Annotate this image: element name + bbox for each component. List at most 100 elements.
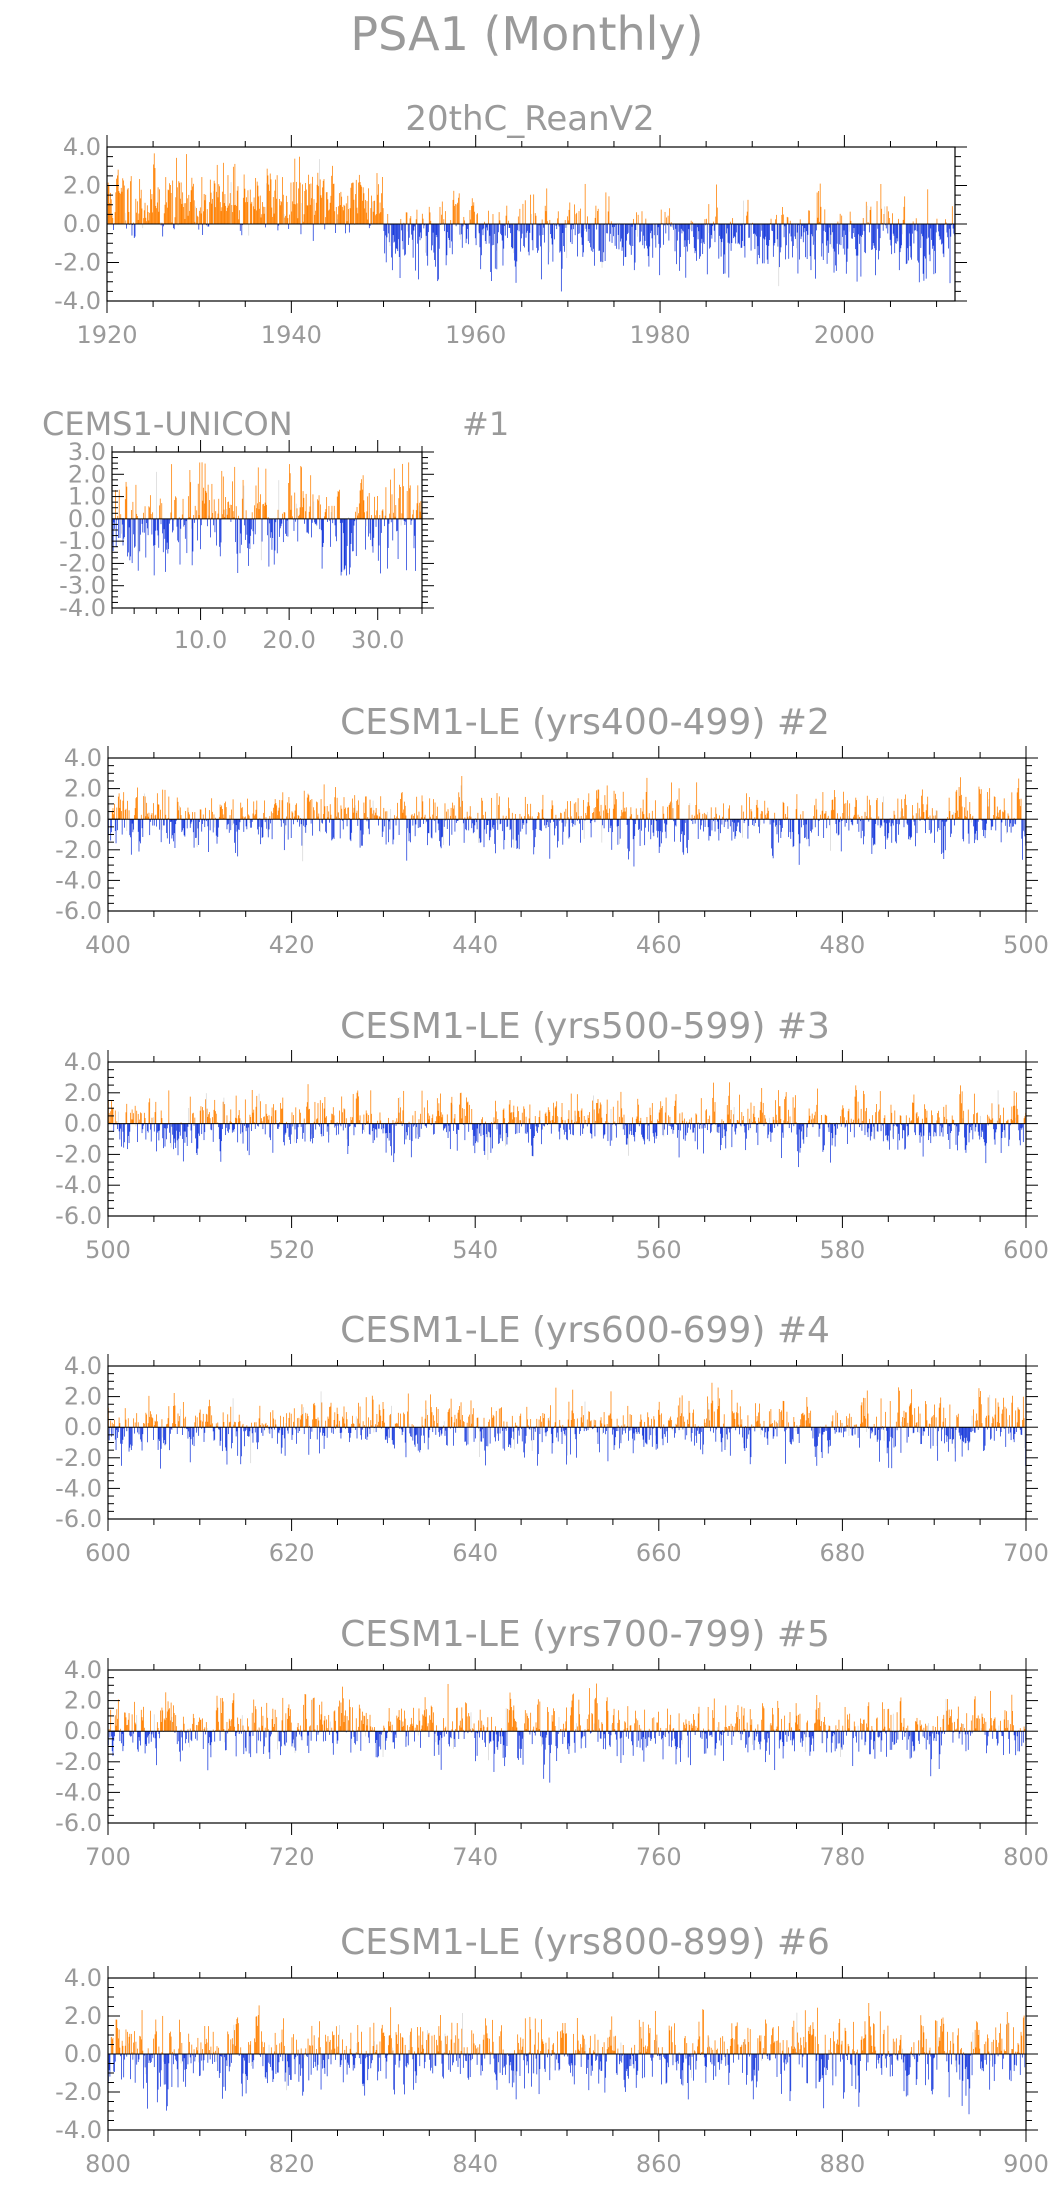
bar <box>352 1423 354 1428</box>
bar <box>462 1421 464 1428</box>
bar <box>417 1427 418 1444</box>
bar <box>269 173 271 224</box>
bar <box>166 207 168 224</box>
bar <box>355 1123 356 1128</box>
bar <box>196 1123 198 1155</box>
bar <box>143 1423 144 1428</box>
y-tick-label: 4.0 <box>63 133 101 161</box>
bar <box>291 495 293 519</box>
bar <box>241 1120 242 1124</box>
bar <box>884 819 886 837</box>
bar <box>715 807 717 820</box>
bar <box>522 203 524 224</box>
bar <box>482 815 484 820</box>
bar <box>261 819 262 828</box>
bar <box>824 209 826 224</box>
bar <box>928 1123 929 1141</box>
bar <box>194 1422 196 1428</box>
bar <box>643 224 644 236</box>
bar <box>471 1108 473 1124</box>
bar <box>297 518 299 542</box>
bar <box>220 1427 222 1441</box>
bar <box>647 224 649 257</box>
bar <box>313 807 314 820</box>
bar <box>345 807 346 820</box>
bar <box>424 1418 426 1428</box>
bar <box>963 819 965 842</box>
bar <box>311 518 313 523</box>
bar <box>265 1422 267 1428</box>
bar <box>254 814 256 820</box>
bar <box>501 224 502 236</box>
bar <box>946 1119 948 1124</box>
bar <box>373 518 375 538</box>
bar <box>320 195 322 224</box>
bar <box>815 798 817 820</box>
bar <box>576 1427 577 1458</box>
bar <box>500 224 502 234</box>
bar <box>764 1115 766 1124</box>
bar <box>503 224 505 249</box>
bar <box>299 1427 301 1432</box>
bar <box>918 813 919 820</box>
bar <box>569 819 571 837</box>
bar <box>484 1427 486 1451</box>
bar <box>388 224 389 234</box>
bar <box>549 1111 551 1124</box>
bar <box>396 518 397 532</box>
bar <box>225 205 227 224</box>
bar <box>557 1427 559 1442</box>
bar <box>279 1122 281 1124</box>
bar <box>646 224 648 249</box>
bar <box>514 1117 515 1124</box>
bar <box>334 797 336 820</box>
bar <box>385 1123 387 1153</box>
bar <box>673 224 674 230</box>
bar <box>529 1427 531 1430</box>
bar <box>251 1422 252 1428</box>
bar <box>227 1414 229 1428</box>
bar <box>555 1106 557 1124</box>
bar <box>393 1123 395 1163</box>
bar <box>493 1416 495 1428</box>
bar <box>862 224 863 235</box>
bar <box>433 1123 435 1134</box>
bar <box>430 1123 432 1126</box>
bar <box>919 224 921 240</box>
bar <box>567 1123 568 1141</box>
bar <box>280 1108 282 1124</box>
bar <box>255 177 257 224</box>
bar <box>441 819 443 838</box>
bar <box>945 222 947 224</box>
bar <box>846 1120 847 1124</box>
bar <box>348 1123 350 1127</box>
bar <box>201 462 203 519</box>
bar <box>679 1113 681 1124</box>
bar <box>521 1427 523 1442</box>
bar <box>693 224 694 238</box>
bar <box>352 182 354 224</box>
bar <box>146 802 148 820</box>
bar <box>163 1123 164 1149</box>
bar <box>710 224 712 235</box>
bar <box>228 1427 229 1435</box>
bar <box>512 1427 514 1432</box>
bar <box>233 1123 235 1132</box>
bar <box>288 482 290 519</box>
bar <box>554 819 556 829</box>
bar <box>113 814 115 820</box>
bar <box>726 1105 728 1124</box>
bar <box>611 819 613 850</box>
bar <box>367 817 369 820</box>
bar <box>253 518 255 545</box>
bar <box>225 1123 226 1136</box>
bar <box>316 1119 317 1124</box>
bar <box>641 1123 642 1135</box>
bar <box>384 224 386 254</box>
bar <box>624 1123 626 1135</box>
bar <box>1004 1123 1006 1138</box>
bar <box>108 1427 110 1441</box>
bar <box>519 813 521 820</box>
bar <box>427 1100 428 1124</box>
bar <box>114 819 116 831</box>
